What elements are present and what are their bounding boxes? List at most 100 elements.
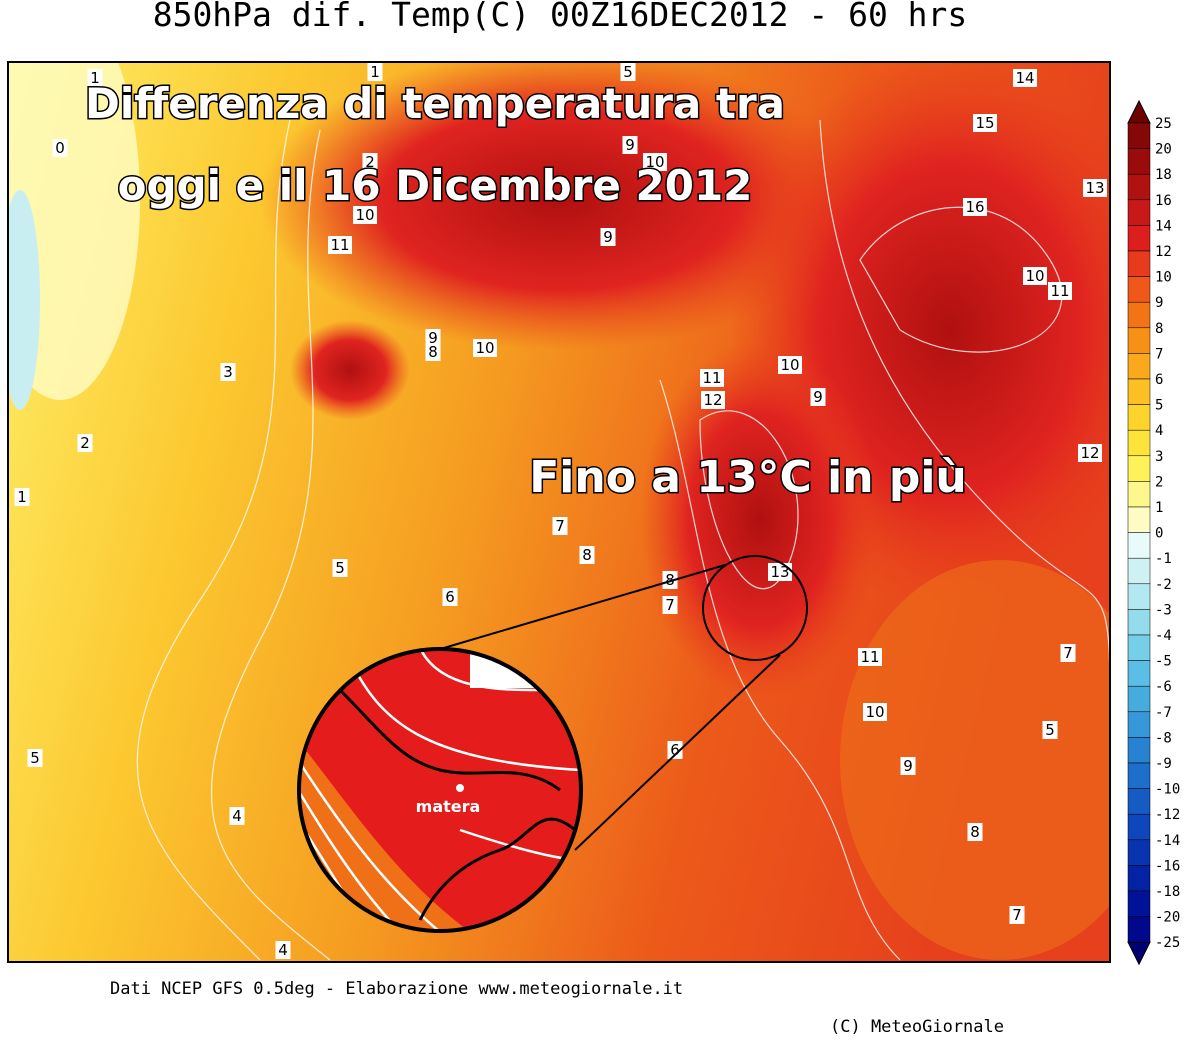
contour-label: 1 bbox=[17, 488, 27, 506]
contour-label-box bbox=[701, 391, 725, 409]
contour-label: 12 bbox=[703, 391, 722, 409]
contour-label: 6 bbox=[445, 588, 455, 606]
contour-label-box bbox=[332, 559, 348, 577]
contour-label: 11 bbox=[330, 236, 349, 254]
colorbar-label: 1 bbox=[1155, 500, 1163, 516]
map bbox=[8, 62, 1110, 962]
contour-label: 0 bbox=[55, 139, 65, 157]
colorbar-label: 6 bbox=[1155, 372, 1163, 388]
contour-label: 7 bbox=[555, 517, 565, 535]
contour-label-box bbox=[362, 153, 378, 171]
contour-label: 13 bbox=[1085, 179, 1104, 197]
colorbar-segment bbox=[1127, 813, 1151, 841]
colorbar: 252018161412109876543210-1-2-3-4-5-6-7-8… bbox=[1127, 99, 1180, 966]
contour-label: 4 bbox=[278, 941, 288, 959]
copyright: (C) MeteoGiornale bbox=[830, 1017, 1004, 1037]
contour-label-box bbox=[858, 648, 882, 666]
colorbar-label: -10 bbox=[1155, 782, 1180, 798]
contour-label: 8 bbox=[428, 343, 438, 361]
colorbar-label: 4 bbox=[1155, 423, 1163, 439]
colorbar-label: 16 bbox=[1155, 193, 1172, 209]
contour-label-box bbox=[963, 198, 987, 216]
colorbar-segment bbox=[1127, 916, 1151, 943]
colorbar-label: -14 bbox=[1155, 833, 1180, 849]
colorbar-label: -16 bbox=[1155, 858, 1180, 874]
contour-label: 3 bbox=[223, 363, 233, 381]
contour-label-box bbox=[328, 236, 352, 254]
colorbar-segment bbox=[1127, 173, 1151, 201]
contour-label-box bbox=[1013, 69, 1037, 87]
contour-label-box bbox=[667, 741, 683, 759]
colorbar-segment bbox=[1127, 353, 1151, 380]
contour-label: 7 bbox=[665, 596, 675, 614]
contour-label-box bbox=[768, 563, 792, 581]
colorbar-segment bbox=[1127, 327, 1151, 354]
colorbar-segment bbox=[1127, 148, 1151, 175]
contour-label-box bbox=[552, 517, 568, 535]
contour-label-box bbox=[353, 206, 377, 224]
contour-label-box bbox=[1042, 721, 1058, 739]
colorbar-segment bbox=[1127, 455, 1151, 482]
contour-label: 8 bbox=[665, 571, 675, 589]
contour-label-box bbox=[622, 136, 638, 154]
contour-label-box bbox=[662, 571, 678, 589]
contour-label-box bbox=[52, 139, 68, 157]
map-frame bbox=[7, 61, 1111, 963]
callout: Fino a 13°C in più bbox=[529, 452, 967, 503]
contour-label-box bbox=[473, 339, 497, 357]
colorbar-label: -9 bbox=[1155, 756, 1172, 772]
colorbar-segment bbox=[1127, 660, 1151, 687]
contour-label: 14 bbox=[1015, 69, 1034, 87]
colorbar-label: 10 bbox=[1155, 270, 1172, 286]
contour-label: 10 bbox=[475, 339, 494, 357]
headline-line: oggi e il 16 Dicembre 2012 bbox=[118, 161, 753, 210]
contour-label-box bbox=[863, 703, 887, 721]
contour-label-box bbox=[442, 588, 458, 606]
contour-label: 15 bbox=[975, 114, 994, 132]
source-note: Dati NCEP GFS 0.5deg - Elaborazione www.… bbox=[110, 979, 683, 999]
colorbar-label: 14 bbox=[1155, 218, 1172, 234]
contour-label-box bbox=[229, 807, 245, 825]
contour-label: 9 bbox=[625, 136, 635, 154]
contour-label: 9 bbox=[603, 228, 613, 246]
colorbar-label: -3 bbox=[1155, 602, 1172, 618]
contour-label-box bbox=[425, 329, 441, 347]
colorbar-label: -20 bbox=[1155, 910, 1180, 926]
contour-label-box bbox=[620, 63, 636, 81]
contour-label-box bbox=[778, 356, 802, 374]
contour-label-box bbox=[643, 153, 667, 171]
colorbar-end bbox=[1127, 99, 1151, 124]
contour-label: 5 bbox=[1045, 721, 1055, 739]
contour-label: 2 bbox=[365, 153, 375, 171]
colorbar-label: -7 bbox=[1155, 705, 1172, 721]
colorbar-label: -6 bbox=[1155, 679, 1172, 695]
colorbar-segment bbox=[1127, 737, 1151, 764]
contour-label: 5 bbox=[335, 559, 345, 577]
colorbar-label: 12 bbox=[1155, 244, 1172, 260]
contour-label-box bbox=[1060, 644, 1076, 662]
colorbar-label: 9 bbox=[1155, 295, 1163, 311]
colorbar-label: -4 bbox=[1155, 628, 1172, 644]
colorbar-segment bbox=[1127, 429, 1151, 457]
contour-label: 9 bbox=[813, 388, 823, 406]
contour-label: 7 bbox=[1012, 906, 1022, 924]
contour-label: 12 bbox=[1080, 444, 1099, 462]
contour-label-box bbox=[1023, 267, 1047, 285]
contour-label: 11 bbox=[860, 648, 879, 666]
colorbar-label: 8 bbox=[1155, 321, 1163, 337]
colorbar-segment bbox=[1127, 250, 1151, 277]
colorbar-segment bbox=[1127, 532, 1151, 559]
contour-label: 5 bbox=[30, 749, 40, 767]
contour-label: 7 bbox=[1063, 644, 1073, 662]
contour-label: 10 bbox=[355, 206, 374, 224]
contour-label-box bbox=[579, 546, 595, 564]
colorbar-segment bbox=[1127, 557, 1151, 585]
colorbar-segment bbox=[1127, 276, 1151, 303]
contour-label: 10 bbox=[1025, 267, 1044, 285]
contour-label-box bbox=[967, 823, 983, 841]
contour-label: 2 bbox=[80, 434, 90, 452]
contour-label-box bbox=[1009, 906, 1025, 924]
colorbar-label: 0 bbox=[1155, 526, 1163, 542]
colorbar-segment bbox=[1127, 122, 1151, 149]
